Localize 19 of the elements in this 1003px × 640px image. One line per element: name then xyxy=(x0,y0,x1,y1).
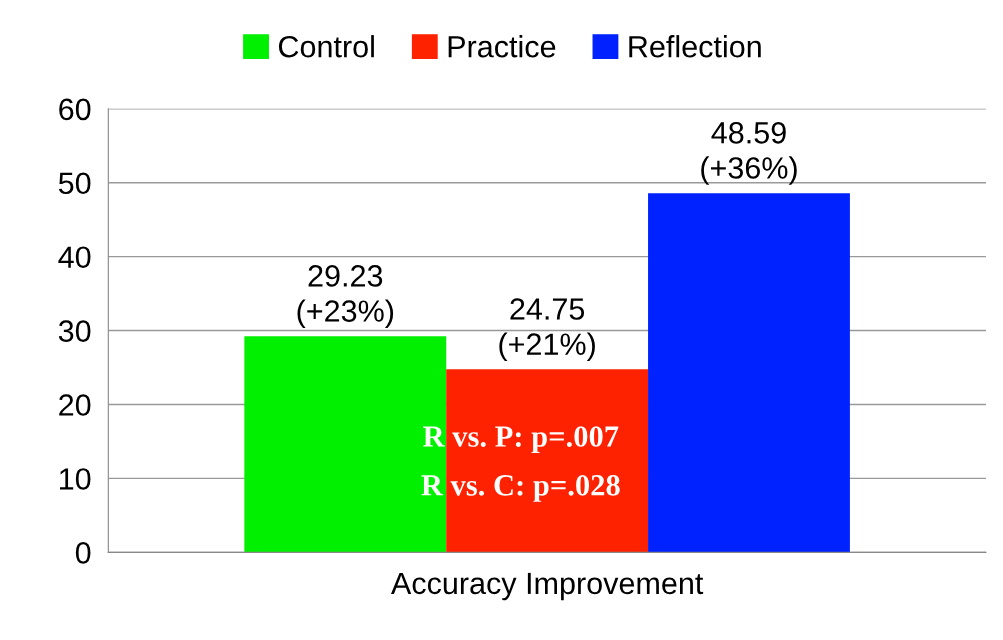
y-tick-label: 50 xyxy=(58,172,91,195)
annotation: R vs. P: p=.007 xyxy=(423,426,619,454)
y-tick-label: 40 xyxy=(58,246,91,269)
y-tick-label: 0 xyxy=(75,542,91,564)
bar xyxy=(446,369,649,553)
bar xyxy=(244,336,447,553)
legend-label: Control xyxy=(278,35,374,58)
legend-label: Reflection xyxy=(629,35,761,58)
y-tick-label: 10 xyxy=(60,468,91,490)
y-tick-label: 30 xyxy=(58,320,91,342)
bar xyxy=(648,193,850,553)
y-tick-label: 60 xyxy=(59,98,91,121)
legend-label: Practice xyxy=(448,35,556,58)
x-tick-label: Accuracy Improvement xyxy=(390,572,704,601)
y-tick-label: 20 xyxy=(59,394,91,416)
data-label: 24.75 (+21%) xyxy=(499,298,595,362)
data-label: 48.59 (+36%) xyxy=(701,122,797,185)
annotation: R vs. C: p=.028 xyxy=(421,475,620,502)
data-label: 29.23 (+23%) xyxy=(297,265,394,328)
